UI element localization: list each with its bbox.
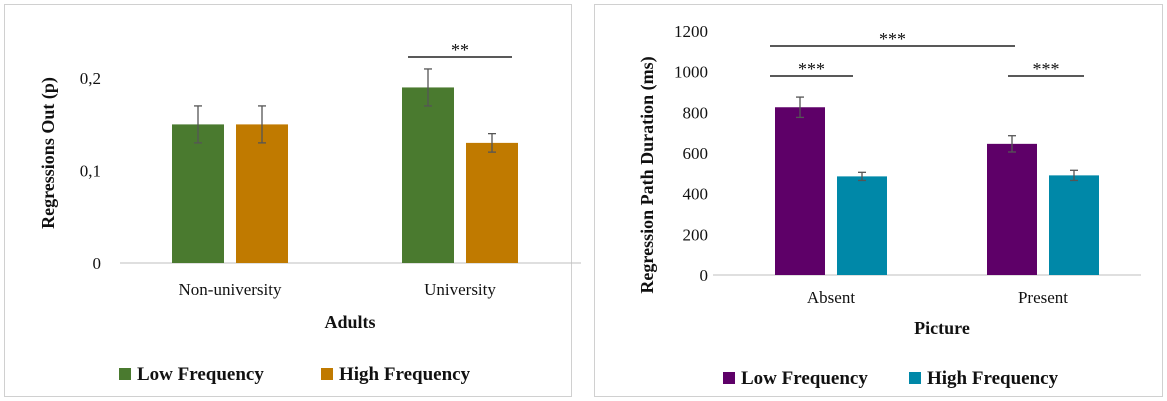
y-tick-label: 200 (683, 225, 709, 244)
y-tick-label: 0 (93, 254, 102, 273)
significance-marker: *** (1033, 59, 1060, 79)
significance-marker: ** (451, 40, 469, 60)
y-tick-label: 1000 (674, 63, 708, 82)
legend-label: High Frequency (927, 368, 1059, 389)
y-tick-label: 0,2 (80, 69, 101, 88)
significance-marker: *** (879, 29, 906, 49)
bar-0-1 (402, 87, 454, 263)
y-tick-label: 600 (683, 144, 709, 163)
legend-label: Low Frequency (741, 368, 868, 389)
legend-swatch-1 (321, 368, 333, 380)
chart-panel-regressions-out: 0 0,1 0,2 Non-university University ** Adults R… (4, 4, 581, 397)
bar-1-0 (236, 124, 288, 264)
regression-path-duration-chart: 0 200 400 600 800 1000 1200 Absent Present *** ***… (637, 22, 1141, 389)
x-axis-title: Picture (914, 318, 970, 338)
legend-swatch-1 (909, 372, 921, 384)
y-tick-label: 0,1 (80, 162, 101, 181)
x-tick-label: Non-university (179, 280, 282, 299)
y-tick-label: 800 (683, 103, 709, 122)
x-tick-label: Present (1018, 288, 1068, 307)
bar-1-1 (466, 142, 518, 263)
bar-0-0 (775, 107, 825, 275)
x-axis-title: Adults (324, 312, 375, 332)
y-axis-title: Regression Path Duration (ms) (637, 56, 658, 293)
x-tick-label: Absent (807, 288, 855, 307)
bar-1-1 (1049, 175, 1099, 275)
y-tick-label: 0 (700, 266, 709, 285)
legend-label: Low Frequency (137, 364, 264, 385)
significance-marker: *** (798, 59, 825, 79)
bar-0-1 (987, 143, 1037, 275)
legend-label: High Frequency (339, 364, 471, 385)
x-tick-label: University (424, 280, 496, 299)
bar-1-0 (837, 176, 887, 275)
legend-swatch-0 (723, 372, 735, 384)
chart-panel-regression-path-duration: 0 200 400 600 800 1000 1200 Absent Present *** ***… (594, 4, 1163, 397)
y-axis-title: Regressions Out (p) (38, 77, 59, 229)
legend-swatch-0 (119, 368, 131, 380)
bar-0-0 (172, 124, 224, 264)
y-tick-label: 1200 (674, 22, 708, 41)
regressions-out-chart: 0 0,1 0,2 Non-university University ** Adults R… (38, 40, 581, 385)
y-tick-label: 400 (683, 185, 709, 204)
